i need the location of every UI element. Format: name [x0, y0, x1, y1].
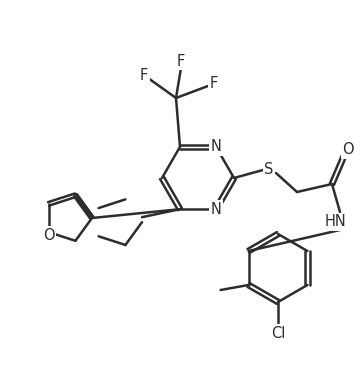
- Text: S: S: [264, 162, 274, 177]
- Text: F: F: [210, 76, 218, 92]
- Text: O: O: [43, 228, 54, 243]
- Text: HN: HN: [325, 214, 347, 230]
- Text: O: O: [342, 142, 354, 158]
- Text: Cl: Cl: [271, 326, 285, 340]
- Text: N: N: [211, 140, 222, 154]
- Text: F: F: [177, 54, 185, 69]
- Text: N: N: [211, 202, 222, 217]
- Text: F: F: [140, 69, 148, 84]
